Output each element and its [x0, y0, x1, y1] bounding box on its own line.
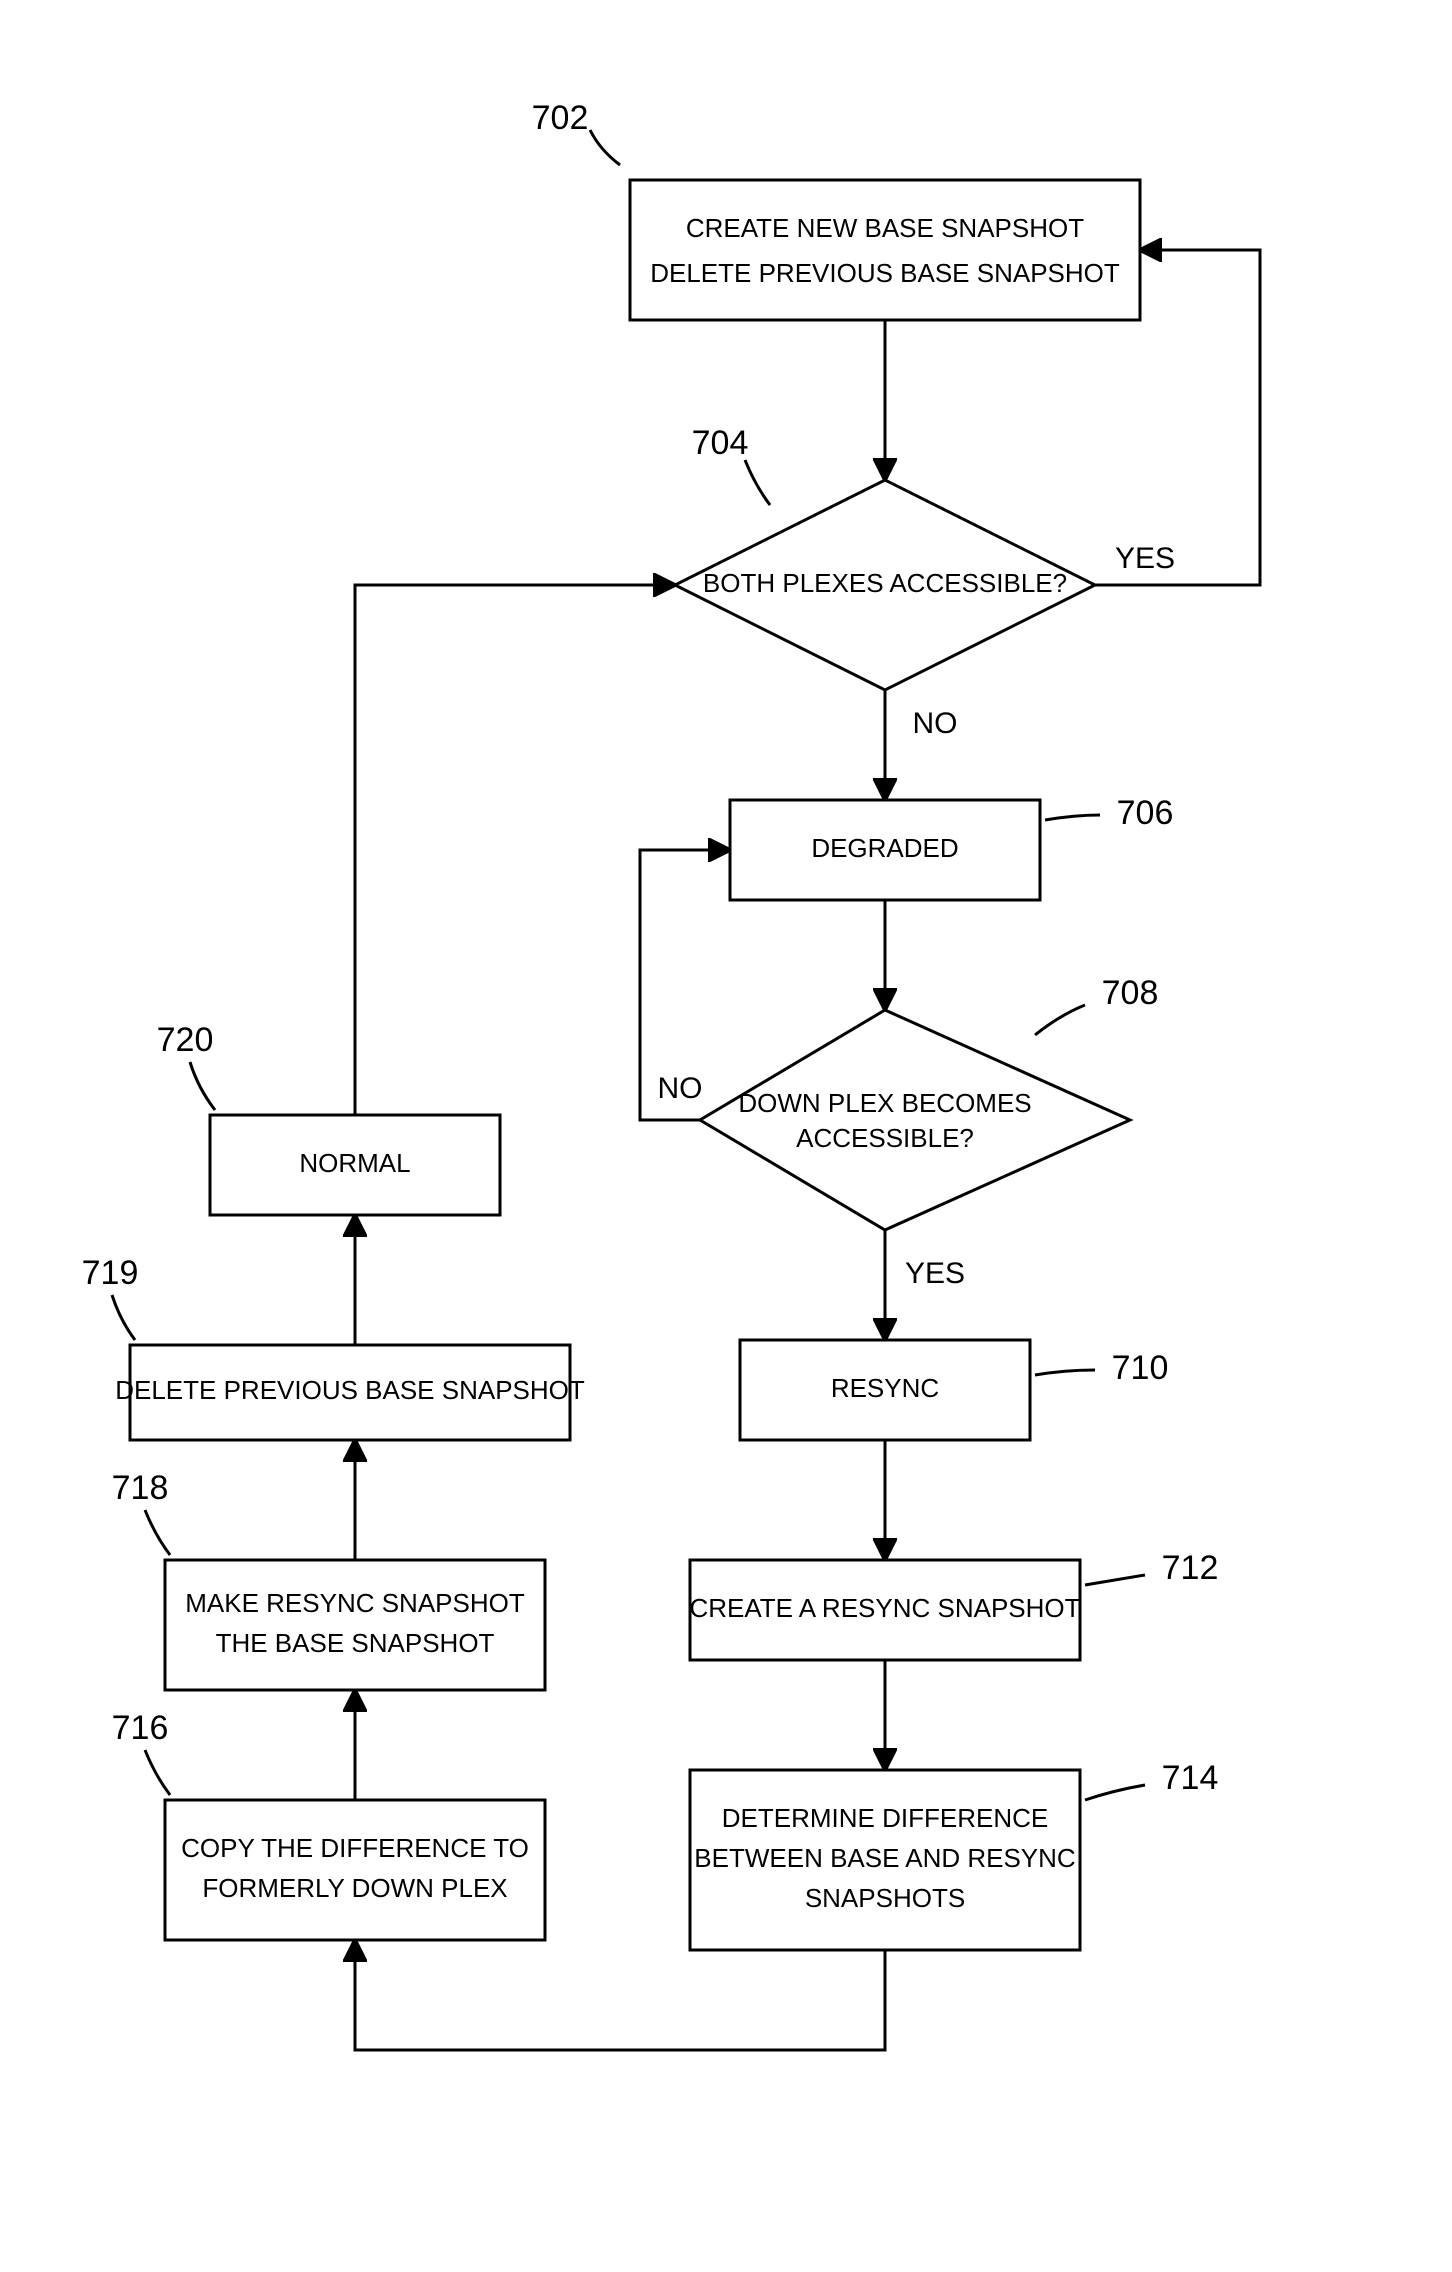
svg-text:FORMERLY DOWN PLEX: FORMERLY DOWN PLEX: [202, 1873, 507, 1903]
svg-text:718: 718: [112, 1469, 169, 1507]
svg-text:COPY THE DIFFERENCE TO: COPY THE DIFFERENCE TO: [181, 1833, 529, 1863]
svg-text:MAKE RESYNC SNAPSHOT: MAKE RESYNC SNAPSHOT: [185, 1588, 525, 1618]
svg-text:THE BASE SNAPSHOT: THE BASE SNAPSHOT: [216, 1628, 495, 1658]
svg-text:DETERMINE DIFFERENCE: DETERMINE DIFFERENCE: [722, 1803, 1048, 1833]
svg-text:ACCESSIBLE?: ACCESSIBLE?: [796, 1123, 974, 1153]
svg-text:SNAPSHOTS: SNAPSHOTS: [805, 1883, 965, 1913]
node-714: DETERMINE DIFFERENCE BETWEEN BASE AND RE…: [690, 1759, 1218, 1950]
node-710: RESYNC 710: [740, 1340, 1168, 1440]
svg-text:716: 716: [112, 1709, 169, 1747]
node-719: DELETE PREVIOUS BASE SNAPSHOT 719: [82, 1254, 585, 1440]
edge-label-yes-708: YES: [905, 1257, 965, 1290]
svg-text:DOWN PLEX BECOMES: DOWN PLEX BECOMES: [738, 1088, 1031, 1118]
svg-text:DELETE PREVIOUS BASE SNAPSHOT: DELETE PREVIOUS BASE SNAPSHOT: [115, 1375, 585, 1405]
edge-label-no-708: NO: [658, 1072, 703, 1105]
edge-720-to-704: [355, 585, 675, 1115]
svg-text:714: 714: [1162, 1759, 1219, 1797]
svg-text:720: 720: [157, 1021, 214, 1059]
svg-text:712: 712: [1162, 1549, 1219, 1587]
svg-text:702: 702: [532, 99, 589, 137]
svg-text:BETWEEN BASE AND RESYNC: BETWEEN BASE AND RESYNC: [694, 1843, 1075, 1873]
svg-text:719: 719: [82, 1254, 139, 1292]
svg-text:BOTH PLEXES ACCESSIBLE?: BOTH PLEXES ACCESSIBLE?: [703, 568, 1067, 598]
svg-text:NORMAL: NORMAL: [299, 1148, 410, 1178]
svg-text:CREATE A RESYNC SNAPSHOT: CREATE A RESYNC SNAPSHOT: [689, 1593, 1080, 1623]
node-706: DEGRADED 706: [730, 794, 1173, 900]
svg-text:RESYNC: RESYNC: [831, 1373, 939, 1403]
node-708: DOWN PLEX BECOMES ACCESSIBLE? 708: [700, 974, 1158, 1230]
node-718: MAKE RESYNC SNAPSHOT THE BASE SNAPSHOT 7…: [112, 1469, 545, 1690]
svg-text:706: 706: [1117, 794, 1174, 832]
svg-text:DELETE PREVIOUS BASE SNAPSHOT: DELETE PREVIOUS BASE SNAPSHOT: [650, 258, 1120, 288]
edge-714-to-716: [355, 1940, 885, 2050]
node-716: COPY THE DIFFERENCE TO FORMERLY DOWN PLE…: [112, 1709, 545, 1940]
svg-text:CREATE NEW BASE SNAPSHOT: CREATE NEW BASE SNAPSHOT: [686, 213, 1084, 243]
node-702: CREATE NEW BASE SNAPSHOT DELETE PREVIOUS…: [532, 99, 1140, 320]
node-720: NORMAL 720: [157, 1021, 500, 1215]
node-712: CREATE A RESYNC SNAPSHOT 712: [689, 1549, 1218, 1660]
edge-label-no-704: NO: [913, 707, 958, 740]
svg-text:708: 708: [1102, 974, 1159, 1012]
svg-text:704: 704: [692, 424, 749, 462]
svg-text:710: 710: [1112, 1349, 1169, 1387]
edge-label-yes-704: YES: [1115, 542, 1175, 575]
svg-text:DEGRADED: DEGRADED: [811, 833, 958, 863]
flowchart-canvas: YES NO NO YES CREATE NEW BASE SNAPSHOT D…: [0, 0, 1452, 2272]
